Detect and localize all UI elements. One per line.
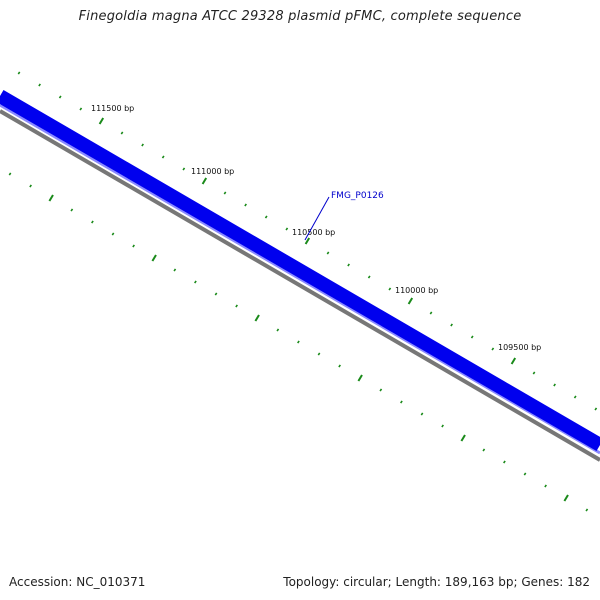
major-tick — [407, 297, 414, 305]
minor-tick — [182, 167, 186, 171]
minor-tick — [532, 371, 536, 375]
position-label: 110500 bp — [292, 228, 335, 237]
major-tick — [563, 494, 569, 502]
minor-tick — [429, 311, 433, 315]
minor-tick — [173, 268, 177, 272]
minor-tick — [420, 412, 424, 416]
minor-tick — [585, 508, 589, 512]
minor-tick — [264, 215, 268, 219]
outer-tick-track — [17, 71, 598, 411]
minor-tick — [388, 287, 392, 291]
inner-tick-track — [8, 172, 589, 512]
minor-tick — [276, 328, 280, 332]
major-tick — [98, 117, 105, 125]
minor-tick — [79, 107, 83, 111]
minor-tick — [470, 335, 474, 339]
minor-tick — [141, 143, 144, 147]
accession-label: Accession: NC_010371 — [9, 575, 146, 589]
major-tick — [151, 254, 157, 262]
minor-tick — [38, 83, 41, 87]
minor-tick — [317, 352, 321, 356]
position-label: 111000 bp — [191, 167, 234, 176]
minor-tick — [244, 203, 247, 207]
minor-tick — [223, 191, 227, 195]
minor-tick — [58, 95, 62, 99]
minor-tick — [573, 395, 577, 399]
major-tick — [254, 314, 260, 322]
minor-tick — [235, 304, 238, 308]
major-tick — [510, 357, 517, 365]
major-tick — [201, 177, 208, 185]
page-title: Finegoldia magna ATCC 29328 plasmid pFMC… — [78, 9, 522, 24]
minor-tick — [8, 172, 12, 176]
sequence-summary: Topology: circular; Length: 189,163 bp; … — [283, 575, 590, 589]
position-label: 109500 bp — [498, 343, 541, 352]
minor-tick — [523, 472, 527, 476]
minor-tick — [441, 424, 444, 428]
minor-tick — [285, 227, 289, 231]
major-tick — [460, 434, 466, 442]
minor-tick — [553, 383, 556, 387]
minor-tick — [503, 460, 506, 464]
minor-tick — [347, 263, 350, 267]
minor-tick — [214, 292, 218, 296]
minor-tick — [338, 364, 341, 368]
minor-tick — [400, 400, 403, 404]
minor-tick — [17, 71, 21, 75]
major-tick — [357, 374, 363, 382]
minor-tick — [70, 208, 74, 212]
gene-band — [0, 89, 600, 452]
minor-tick — [111, 232, 115, 236]
gene-callout-line — [304, 196, 330, 241]
minor-tick — [29, 184, 32, 188]
minor-tick — [120, 131, 124, 135]
minor-tick — [194, 280, 197, 284]
position-label: 111500 bp — [91, 104, 134, 113]
minor-tick — [161, 155, 165, 159]
minor-tick — [482, 448, 486, 452]
sequence-backbone — [0, 109, 600, 462]
minor-tick — [450, 323, 453, 327]
major-tick — [48, 194, 54, 202]
major-tick — [304, 237, 311, 245]
gene-label-fmg-p0126[interactable]: FMG_P0126 — [331, 191, 384, 201]
gene-band-edge — [0, 103, 600, 455]
position-label: 110000 bp — [395, 286, 438, 295]
minor-tick — [367, 275, 371, 279]
minor-tick — [91, 220, 94, 224]
minor-tick — [132, 244, 135, 248]
minor-tick — [326, 251, 330, 255]
minor-tick — [544, 484, 547, 488]
minor-tick — [297, 340, 300, 344]
minor-tick — [491, 347, 495, 351]
minor-tick — [379, 388, 383, 392]
minor-tick — [594, 407, 598, 411]
